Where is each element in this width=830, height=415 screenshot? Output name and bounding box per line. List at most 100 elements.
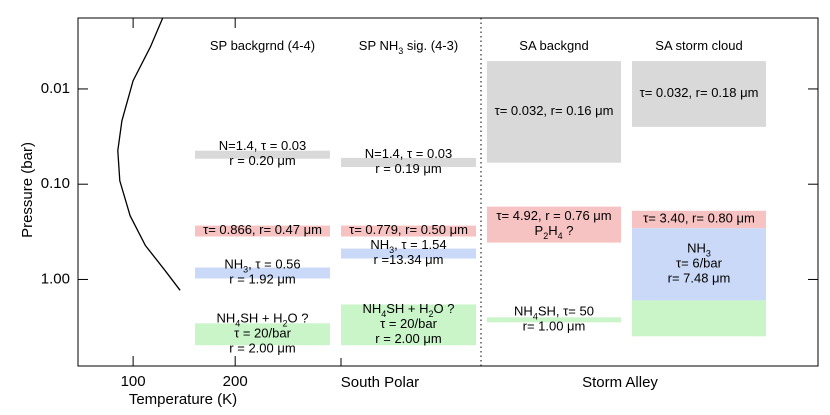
label-part: O ? <box>434 301 455 316</box>
cloud-layer <box>632 228 766 301</box>
cloud-layer <box>632 300 766 337</box>
layer-label: r = 0.20 μm <box>229 154 295 169</box>
cloud-layer <box>487 206 621 243</box>
label-part: τ= 3.40, r= 0.80 μm <box>643 211 755 226</box>
label-part: NH <box>687 241 706 256</box>
label-part: 2 <box>283 319 288 329</box>
label-part: 2 <box>543 231 548 241</box>
cloud-layer <box>195 323 330 346</box>
label-part: r = 1.92 μm <box>229 272 295 287</box>
label-part: r = 0.19 μm <box>375 161 441 176</box>
label-part: H <box>548 224 557 239</box>
label-part: P <box>535 224 544 239</box>
layer-label: r = 1.92 μm <box>229 272 295 287</box>
layer-label: r = 2.00 μm <box>229 341 295 356</box>
label-part: r =13.34 μm <box>374 252 444 267</box>
cloud-layer <box>341 304 476 346</box>
layer-label: τ= 4.92, r = 0.76 μm <box>496 209 611 224</box>
label-part: τ= 0.866, r= 0.47 μm <box>203 222 322 237</box>
layer-label: N=1.4, τ = 0.03 <box>219 139 307 154</box>
label-part: NH <box>224 257 243 272</box>
label-part: 3 <box>389 245 394 255</box>
label-part: τ= 4.92, r = 0.76 μm <box>496 209 611 224</box>
layer-label: τ= 0.032, r= 0.16 μm <box>495 103 614 118</box>
column-title: SP NH3 sig. (4-3) <box>359 38 458 56</box>
cloud-layer <box>341 157 476 168</box>
cloud-layer <box>195 150 330 159</box>
layer-label: τ= 0.779, r= 0.50 μm <box>349 222 468 237</box>
label-part: r = 2.00 μm <box>229 341 295 356</box>
layer-label: NH3, τ = 0.56 <box>224 257 300 275</box>
cloud-layer <box>341 225 476 237</box>
cloud-layer <box>341 248 476 259</box>
layer-label: τ= 0.866, r= 0.47 μm <box>203 222 322 237</box>
y-axis-label: Pressure (bar) <box>19 142 36 238</box>
temperature-profile <box>117 17 181 291</box>
layer-label: NH3, τ = 1.54 <box>370 237 446 255</box>
cloud-layer <box>195 225 330 237</box>
layer-label: r= 1.00 μm <box>523 319 586 334</box>
cloud-layer <box>632 210 766 229</box>
column-title: SA storm cloud <box>655 38 742 53</box>
label-part: r= 1.00 μm <box>523 319 586 334</box>
layer-label: r= 7.48 μm <box>668 271 731 286</box>
label-part: , τ = 0.56 <box>248 257 300 272</box>
layer-label: τ = 20/bar <box>380 316 437 331</box>
label-part: SH + H <box>386 301 428 316</box>
cloud-layer <box>632 61 766 127</box>
layer-label: r = 0.19 μm <box>375 161 441 176</box>
plot-frame <box>77 17 819 367</box>
label-part: NH <box>216 311 235 326</box>
label-part: NH <box>362 301 381 316</box>
layer-label: NH4SH + H2O ? <box>216 311 308 329</box>
layer-label: τ= 0.032, r= 0.18 μm <box>640 85 759 100</box>
label-part: SH + H <box>240 311 282 326</box>
x-tick-label: 100 <box>121 373 146 390</box>
label-part: r= 7.48 μm <box>668 271 731 286</box>
label-part: τ= 0.032, r= 0.18 μm <box>640 85 759 100</box>
label-part: 2 <box>429 309 434 319</box>
label-part: N=1.4, τ = 0.03 <box>219 139 307 154</box>
cloud-layer <box>487 317 621 323</box>
x-tick-label: 200 <box>223 373 248 390</box>
layer-label: N=1.4, τ = 0.03 <box>365 146 453 161</box>
label-part: τ= 0.032, r= 0.16 μm <box>495 103 614 118</box>
layer-label: NH3 <box>687 241 711 259</box>
layer-label: τ = 20/bar <box>234 326 291 341</box>
label-part: ? <box>563 224 574 239</box>
region-label: South Polar <box>341 374 419 391</box>
label-part: SA backgnd <box>519 38 588 53</box>
cloud-layer <box>195 267 330 279</box>
layer-label: r = 2.00 μm <box>375 331 441 346</box>
y-tick-label: 0.10 <box>41 175 70 192</box>
column-title: SA backgnd <box>519 38 588 53</box>
label-part: O ? <box>288 311 309 326</box>
label-part: τ= 6/bar <box>676 256 723 271</box>
label-part: 4 <box>558 231 563 241</box>
label-part: r = 0.20 μm <box>229 154 295 169</box>
label-part: NH <box>370 237 389 252</box>
label-part: τ = 20/bar <box>380 316 437 331</box>
region-label: Storm Alley <box>582 374 658 391</box>
label-part: r = 2.00 μm <box>375 331 441 346</box>
label-part: SA storm cloud <box>655 38 742 53</box>
cloud-layer <box>487 61 621 163</box>
label-part: SP NH <box>359 38 399 53</box>
x-axis-label: Temperature (K) <box>129 391 237 408</box>
layer-label: NH4SH, τ= 50 <box>514 304 594 322</box>
layer-label: P2H4 ? <box>535 224 574 242</box>
label-part: 4 <box>533 312 538 322</box>
label-part: NH <box>514 304 533 319</box>
label-part: 3 <box>398 46 403 56</box>
column-title: SP backgrnd (4-4) <box>210 38 315 53</box>
label-part: τ = 20/bar <box>234 326 291 341</box>
label-part: SH, τ= 50 <box>538 304 594 319</box>
label-part: sig. (4-3) <box>403 38 458 53</box>
label-part: N=1.4, τ = 0.03 <box>365 146 453 161</box>
layer-label: r =13.34 μm <box>374 252 444 267</box>
label-part: , τ = 1.54 <box>394 237 446 252</box>
layer-label: τ= 3.40, r= 0.80 μm <box>643 211 755 226</box>
label-part: τ= 0.779, r= 0.50 μm <box>349 222 468 237</box>
layer-label: τ= 6/bar <box>676 256 723 271</box>
